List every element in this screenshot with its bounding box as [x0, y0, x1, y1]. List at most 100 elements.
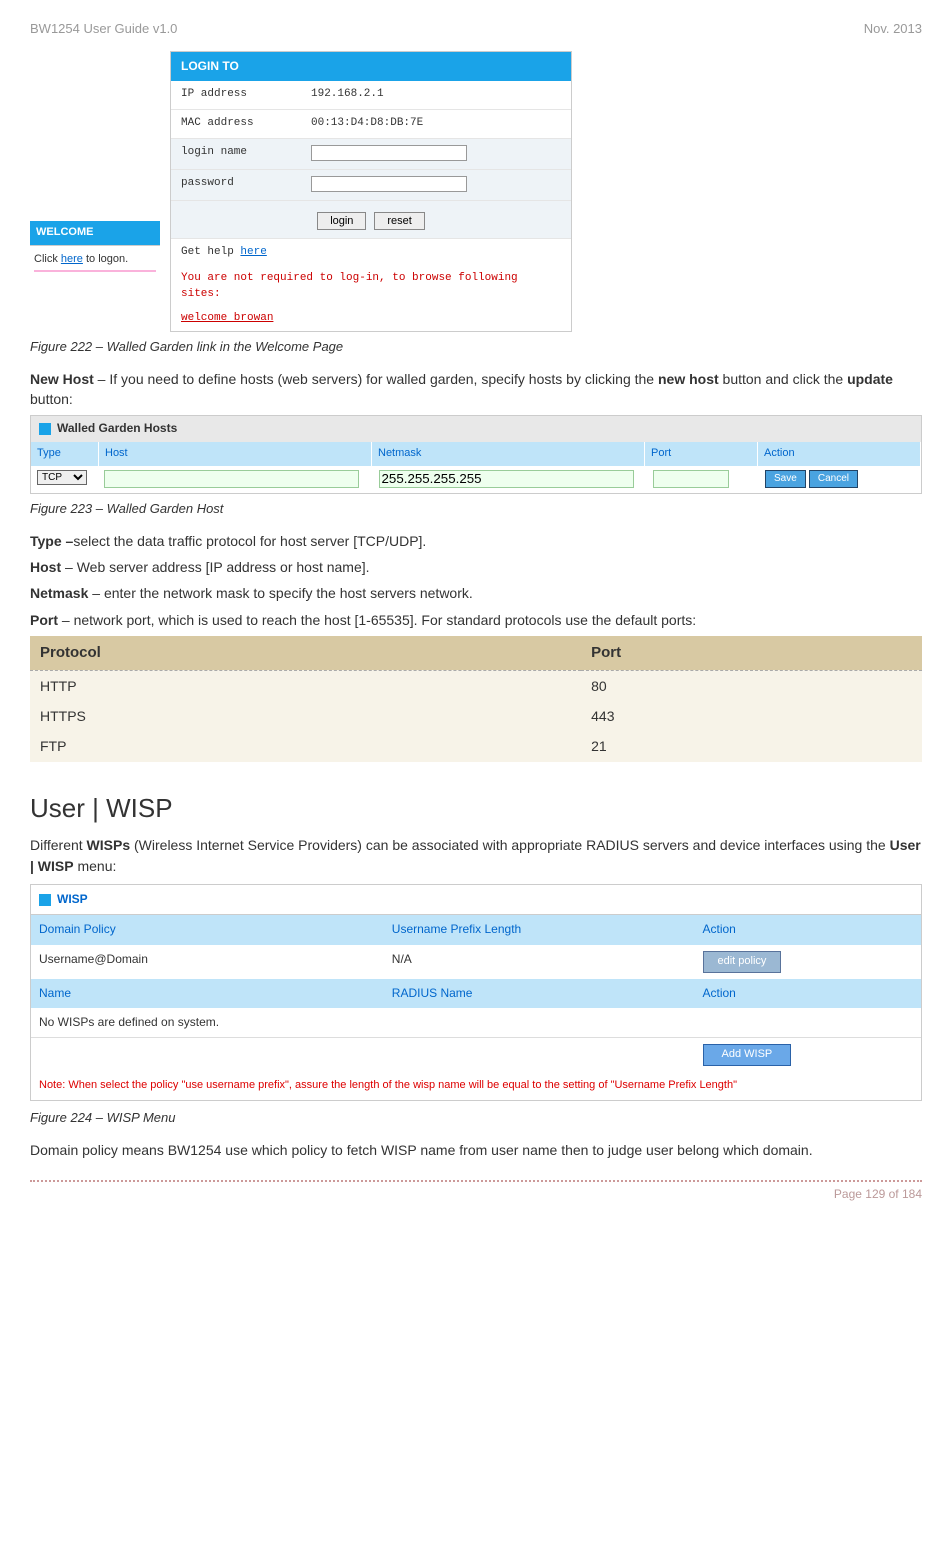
- page-footer: Page 129 of 184: [30, 1186, 922, 1203]
- wg-col-host: Host: [99, 442, 372, 466]
- type-b: Type –: [30, 533, 73, 549]
- wisp-row: Username@Domain N/A edit policy: [31, 945, 921, 979]
- help-text: Get help: [181, 246, 240, 258]
- table-row: FTP 21: [30, 731, 922, 761]
- port-cell: 443: [581, 701, 922, 731]
- wi1: Different: [30, 837, 87, 853]
- wi2: WISPs: [87, 837, 131, 853]
- wisp-title: WISP: [31, 885, 921, 915]
- proto-cell: HTTP: [30, 670, 581, 701]
- reset-button[interactable]: reset: [374, 212, 424, 230]
- welcome-text: Click: [34, 253, 61, 265]
- net-t: – enter the network mask to specify the …: [88, 585, 472, 601]
- header-right: Nov. 2013: [864, 20, 922, 39]
- col-action2: Action: [695, 979, 922, 1008]
- wisp-header1: Domain Policy Username Prefix Length Act…: [31, 915, 921, 944]
- welcome-here-link[interactable]: here: [61, 253, 83, 265]
- type-t: select the data traffic protocol for hos…: [73, 533, 426, 549]
- port-b: Port: [30, 612, 58, 628]
- proto-cell: FTP: [30, 731, 581, 761]
- net-b: Netmask: [30, 585, 88, 601]
- login-panel: LOGIN TO IP address 192.168.2.1 MAC addr…: [170, 51, 572, 332]
- mac-value: 00:13:D4:D8:DB:7E: [301, 110, 571, 138]
- square-icon: [39, 423, 51, 435]
- welcome-body: Click here to logon.: [30, 245, 160, 278]
- wisp-note: Note: When select the policy "use userna…: [31, 1072, 921, 1100]
- ip-value: 192.168.2.1: [301, 81, 571, 109]
- login-heading: LOGIN TO: [171, 52, 571, 81]
- host-input[interactable]: [104, 470, 359, 488]
- host-para: Host – Web server address [IP address or…: [30, 557, 922, 577]
- newhost-b3: update: [847, 371, 893, 387]
- no-wisp-text: No WISPs are defined on system.: [31, 1008, 921, 1037]
- netmask-input[interactable]: [379, 470, 634, 488]
- login-screenshot: WELCOME Click here to logon. LOGIN TO IP…: [30, 51, 922, 332]
- col-radius-name: RADIUS Name: [384, 979, 695, 1008]
- newhost-t2: button and click the: [719, 371, 847, 387]
- add-wisp-button[interactable]: Add WISP: [703, 1044, 792, 1066]
- col-domain-policy: Domain Policy: [31, 915, 384, 944]
- welcome-browan-link[interactable]: welcome browan: [181, 312, 273, 324]
- port-cell: 80: [581, 670, 922, 701]
- welcome-box: WELCOME Click here to logon.: [30, 221, 160, 332]
- password-input[interactable]: [311, 176, 467, 192]
- host-t: – Web server address [IP address or host…: [61, 559, 369, 575]
- wg-body-row: TCP Save Cancel: [31, 466, 921, 493]
- newhost-b2: new host: [658, 371, 719, 387]
- col-name: Name: [31, 979, 384, 1008]
- newhost-b1: New Host: [30, 371, 94, 387]
- figure-222-caption: Figure 222 – Walled Garden link in the W…: [30, 338, 922, 357]
- wg-col-netmask: Netmask: [372, 442, 645, 466]
- wg-title: Walled Garden Hosts: [31, 416, 921, 441]
- col-prefix-length: Username Prefix Length: [384, 915, 695, 944]
- table-row: HTTP 80: [30, 670, 922, 701]
- wisp-intro: Different WISPs (Wireless Internet Servi…: [30, 835, 922, 876]
- type-para: Type –select the data traffic protocol f…: [30, 531, 922, 551]
- wg-title-text: Walled Garden Hosts: [57, 420, 177, 437]
- header-left: BW1254 User Guide v1.0: [30, 20, 177, 39]
- square-icon: [39, 894, 51, 906]
- doc-header: BW1254 User Guide v1.0 Nov. 2013: [30, 20, 922, 39]
- prefix-length-value: N/A: [384, 945, 695, 979]
- col-action: Action: [695, 915, 922, 944]
- port-input[interactable]: [653, 470, 729, 488]
- col-port: Port: [581, 636, 922, 670]
- footer-divider: [30, 1180, 922, 1182]
- wg-col-port: Port: [645, 442, 758, 466]
- newhost-t3: button:: [30, 391, 73, 407]
- cancel-button[interactable]: Cancel: [809, 470, 858, 489]
- wisp-screenshot: WISP Domain Policy Username Prefix Lengt…: [30, 884, 922, 1101]
- ip-label: IP address: [171, 81, 301, 109]
- type-select[interactable]: TCP: [37, 470, 87, 485]
- loginname-label: login name: [171, 139, 301, 169]
- netmask-para: Netmask – enter the network mask to spec…: [30, 583, 922, 603]
- host-b: Host: [30, 559, 61, 575]
- help-row: Get help here: [171, 239, 571, 267]
- add-wisp-row: Add WISP: [31, 1037, 921, 1072]
- help-link[interactable]: here: [240, 246, 266, 258]
- user-wisp-heading: User | WISP: [30, 790, 922, 828]
- walled-garden-screenshot: Walled Garden Hosts Type Host Netmask Po…: [30, 415, 922, 494]
- wg-col-type: Type: [31, 442, 99, 466]
- wg-header-row: Type Host Netmask Port Action: [31, 442, 921, 466]
- wisp-title-text: WISP: [57, 891, 88, 908]
- wi5: menu:: [74, 858, 117, 874]
- col-protocol: Protocol: [30, 636, 581, 670]
- login-button[interactable]: login: [317, 212, 366, 230]
- port-para: Port – network port, which is used to re…: [30, 610, 922, 630]
- mac-label: MAC address: [171, 110, 301, 138]
- port-t: – network port, which is used to reach t…: [58, 612, 696, 628]
- protocol-table: Protocol Port HTTP 80 HTTPS 443 FTP 21: [30, 636, 922, 762]
- loginname-input[interactable]: [311, 145, 467, 161]
- figure-223-caption: Figure 223 – Walled Garden Host: [30, 500, 922, 519]
- wisp-header2: Name RADIUS Name Action: [31, 979, 921, 1008]
- welcome-heading: WELCOME: [30, 221, 160, 245]
- divider: [34, 270, 156, 272]
- password-label: password: [171, 170, 301, 200]
- no-wisp-row: No WISPs are defined on system.: [31, 1008, 921, 1037]
- save-button[interactable]: Save: [765, 470, 806, 489]
- note-line: You are not required to log-in, to brows…: [171, 267, 571, 307]
- newhost-para: New Host – If you need to define hosts (…: [30, 369, 922, 410]
- domain-policy-value: Username@Domain: [31, 945, 384, 979]
- edit-policy-button[interactable]: edit policy: [703, 951, 782, 973]
